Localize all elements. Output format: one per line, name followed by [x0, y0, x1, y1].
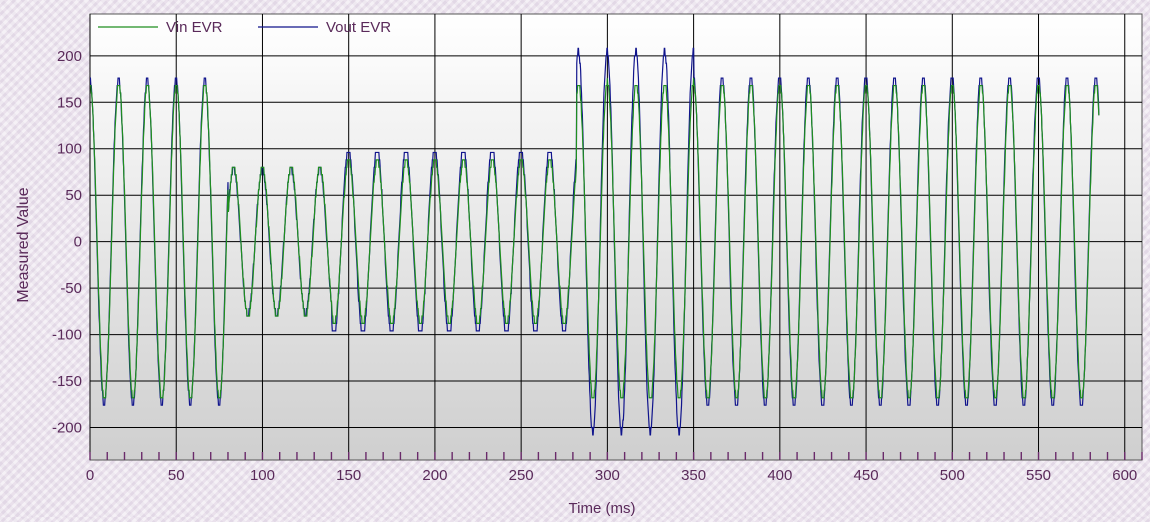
y-axis-label: Measured Value	[15, 187, 32, 302]
y-tick-label: -100	[52, 327, 82, 344]
x-axis-label: Time (ms)	[569, 500, 636, 517]
x-tick-label: 300	[595, 467, 620, 484]
x-tick-label: 0	[86, 467, 94, 484]
y-tick-label: 150	[57, 94, 82, 111]
series-line-vin	[90, 78, 1100, 399]
minor-ticks	[89, 452, 1143, 460]
tick-labels: 0 50 100 150 200 250 300 350 400 450 500 550 6002001…	[52, 48, 1137, 484]
x-tick-label: 100	[250, 467, 275, 484]
x-tick-label: 600	[1112, 467, 1137, 484]
y-tick-label: 200	[57, 48, 82, 65]
x-tick-label: 450	[854, 467, 879, 484]
x-tick-label: 500	[940, 467, 965, 484]
x-tick-label: 150	[336, 467, 361, 484]
y-tick-label: -200	[52, 419, 82, 436]
legend-label-vin: Vin EVR	[166, 19, 223, 36]
y-tick-label: 50	[65, 187, 82, 204]
x-tick-label: 50	[168, 467, 185, 484]
x-tick-label: 250	[509, 467, 534, 484]
legend-label-vout: Vout EVR	[326, 19, 391, 36]
y-tick-label: 0	[74, 234, 82, 251]
y-tick-label: -50	[60, 280, 82, 297]
y-tick-label: 100	[57, 141, 82, 158]
x-tick-label: 550	[1026, 467, 1051, 484]
legend: Vin EVR Vout EVR	[98, 19, 391, 36]
y-tick-label: -150	[52, 373, 82, 390]
plot-area	[89, 13, 1143, 461]
x-tick-label: 200	[422, 467, 447, 484]
x-tick-label: 350	[681, 467, 706, 484]
x-tick-label: 400	[767, 467, 792, 484]
grid-lines	[89, 14, 1142, 460]
series-layer	[90, 47, 1100, 436]
